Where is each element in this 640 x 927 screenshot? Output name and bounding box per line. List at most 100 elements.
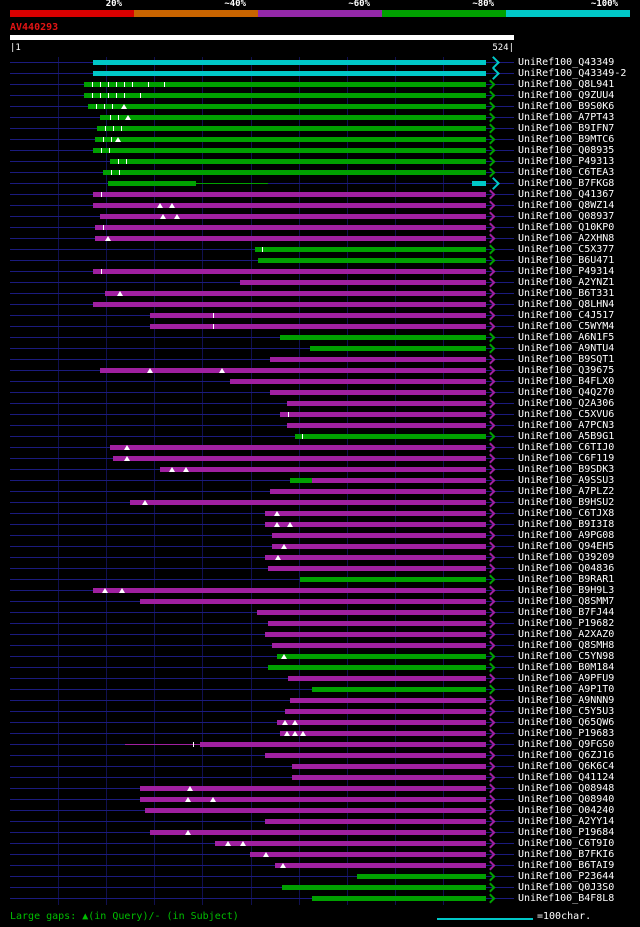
hit-bar[interactable] [290, 698, 486, 703]
hit-label[interactable]: UniRef100_Q41124 [518, 772, 615, 783]
hit-label[interactable]: UniRef100_B7FKI6 [518, 849, 615, 860]
hit-label[interactable]: UniRef100_Q08940 [518, 794, 615, 805]
hit-label[interactable]: UniRef100_Q65QW6 [518, 717, 615, 728]
hit-bar[interactable] [282, 885, 486, 890]
hit-label[interactable]: UniRef100_P23644 [518, 871, 615, 882]
hit-bar[interactable] [270, 489, 486, 494]
hit-bar[interactable] [100, 368, 486, 373]
hit-label[interactable]: UniRef100_Q08935 [518, 145, 615, 156]
hit-bar[interactable] [265, 753, 486, 758]
hit-label[interactable]: UniRef100_Q6ZJ16 [518, 750, 615, 761]
hit-bar[interactable] [265, 511, 486, 516]
hit-bar[interactable] [255, 247, 486, 252]
hit-bar[interactable] [93, 60, 486, 65]
hit-label[interactable]: UniRef100_A7PT43 [518, 112, 615, 123]
hit-bar[interactable] [280, 731, 486, 736]
hit-label[interactable]: UniRef100_C5XVU6 [518, 409, 615, 420]
hit-bar[interactable] [93, 148, 486, 153]
hit-label[interactable]: UniRef100_A2YY14 [518, 816, 615, 827]
hit-label[interactable]: UniRef100_Q41367 [518, 189, 615, 200]
hit-label[interactable]: UniRef100_C5YN98 [518, 651, 615, 662]
hit-label[interactable]: UniRef100_C6TEA3 [518, 167, 615, 178]
hit-label[interactable]: UniRef100_P49314 [518, 266, 615, 277]
hit-label[interactable]: UniRef100_Q94EH5 [518, 541, 615, 552]
hit-bar[interactable] [93, 192, 486, 197]
hit-bar[interactable] [272, 643, 486, 648]
hit-bar[interactable] [97, 126, 486, 131]
hit-bar[interactable] [100, 214, 486, 219]
hit-bar[interactable] [312, 896, 486, 901]
hit-label[interactable]: UniRef100_C5X377 [518, 244, 615, 255]
hit-label[interactable]: UniRef100_B7FJ44 [518, 607, 615, 618]
hit-bar[interactable] [196, 183, 268, 184]
hit-bar[interactable] [287, 423, 486, 428]
hit-label[interactable]: UniRef100_A9SSU3 [518, 475, 615, 486]
hit-bar[interactable] [250, 852, 486, 857]
hit-label[interactable]: UniRef100_Q43349 [518, 57, 615, 68]
hit-bar[interactable] [93, 302, 486, 307]
hit-bar[interactable] [270, 357, 486, 362]
hit-bar[interactable] [84, 82, 486, 87]
hit-bar[interactable] [258, 258, 486, 263]
hit-bar[interactable] [280, 335, 486, 340]
hit-label[interactable]: UniRef100_B9S0K6 [518, 101, 615, 112]
hit-bar[interactable] [130, 500, 486, 505]
hit-bar[interactable] [275, 863, 486, 868]
hit-label[interactable]: UniRef100_C5Y5U3 [518, 706, 615, 717]
hit-label[interactable]: UniRef100_Q2A306 [518, 398, 615, 409]
hit-bar[interactable] [93, 588, 486, 593]
hit-label[interactable]: UniRef100_A2XAZ0 [518, 629, 615, 640]
hit-bar[interactable] [295, 434, 486, 439]
hit-bar[interactable] [292, 775, 486, 780]
hit-bar[interactable] [288, 676, 486, 681]
hit-bar[interactable] [200, 742, 486, 747]
hit-label[interactable]: UniRef100_B6T331 [518, 288, 615, 299]
hit-bar[interactable] [265, 555, 486, 560]
hit-label[interactable]: UniRef100_B9SQT1 [518, 354, 615, 365]
hit-bar[interactable] [125, 744, 200, 745]
hit-label[interactable]: UniRef100_B6TAI9 [518, 860, 615, 871]
hit-bar[interactable] [140, 797, 486, 802]
hit-label[interactable]: UniRef100_A2YNZ1 [518, 277, 615, 288]
hit-bar[interactable] [268, 665, 486, 670]
hit-bar[interactable] [270, 390, 486, 395]
hit-label[interactable]: UniRef100_A9P1T0 [518, 684, 615, 695]
hit-bar[interactable] [268, 566, 486, 571]
hit-label[interactable]: UniRef100_B9IFN7 [518, 123, 615, 134]
hit-label[interactable]: UniRef100_C4J517 [518, 310, 615, 321]
hit-bar[interactable] [108, 181, 196, 186]
hit-label[interactable]: UniRef100_P19682 [518, 618, 615, 629]
hit-label[interactable]: UniRef100_C5WYM4 [518, 321, 615, 332]
hit-bar[interactable] [93, 203, 486, 208]
hit-bar[interactable] [300, 577, 486, 582]
hit-bar[interactable] [310, 346, 486, 351]
hit-label[interactable]: UniRef100_Q10KP0 [518, 222, 615, 233]
hit-label[interactable]: UniRef100_C6T9I0 [518, 838, 615, 849]
hit-bar[interactable] [110, 159, 486, 164]
hit-label[interactable]: UniRef100_Q9FGS0 [518, 739, 615, 750]
hit-label[interactable]: UniRef100_Q04836 [518, 563, 615, 574]
hit-label[interactable]: UniRef100_B4F8L8 [518, 893, 615, 904]
hit-bar[interactable] [312, 687, 486, 692]
hit-label[interactable]: UniRef100_A7PCN3 [518, 420, 615, 431]
hit-label[interactable]: UniRef100_C6TIJ0 [518, 442, 615, 453]
hit-bar[interactable] [95, 225, 486, 230]
hit-bar[interactable] [103, 170, 486, 175]
hit-bar[interactable] [105, 291, 486, 296]
hit-label[interactable]: UniRef100_Q0J3S0 [518, 882, 615, 893]
hit-label[interactable]: UniRef100_P19684 [518, 827, 615, 838]
hit-label[interactable]: UniRef100_C6TJX8 [518, 508, 615, 519]
hit-label[interactable]: UniRef100_Q4Q270 [518, 387, 615, 398]
hit-bar[interactable] [292, 764, 486, 769]
hit-label[interactable]: UniRef100_Q8L941 [518, 79, 615, 90]
hit-bar[interactable] [280, 412, 486, 417]
hit-bar[interactable] [285, 709, 486, 714]
hit-label[interactable]: UniRef100_Q8WZ14 [518, 200, 615, 211]
hit-bar[interactable] [290, 478, 312, 483]
hit-bar[interactable] [150, 324, 486, 329]
hit-bar[interactable] [265, 819, 486, 824]
hit-bar[interactable] [84, 93, 486, 98]
hit-bar[interactable] [265, 522, 486, 527]
hit-label[interactable]: UniRef100_B9MTC6 [518, 134, 615, 145]
hit-bar[interactable] [312, 478, 486, 483]
